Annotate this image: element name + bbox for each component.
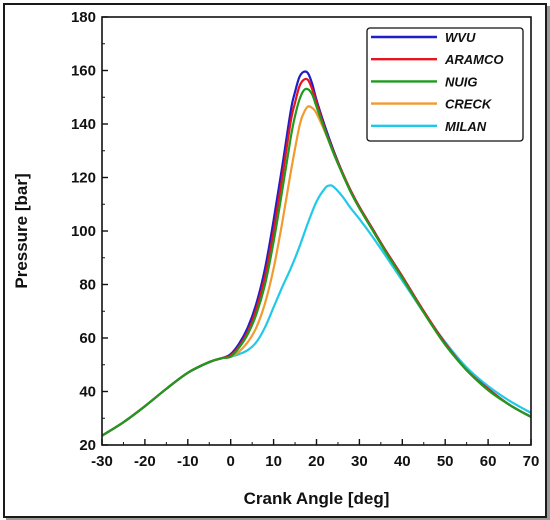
y-tick-label: 20 (79, 437, 96, 454)
y-tick-label: 60 (79, 330, 96, 347)
legend-label-nuig: NUIG (445, 74, 478, 89)
series-line-creck (101, 105, 532, 437)
y-tick-label: 40 (79, 384, 96, 401)
series-line-nuig (101, 87, 532, 437)
y-tick-label: 180 (71, 9, 96, 26)
y-tick-label: 160 (71, 63, 96, 80)
x-tick-label: 30 (351, 453, 368, 470)
series-line-milan (101, 184, 532, 437)
x-tick-label: 70 (523, 453, 540, 470)
y-tick-label: 100 (71, 223, 96, 240)
axis-ticks (101, 16, 532, 446)
legend-label-creck: CRECK (445, 97, 493, 112)
x-tick-label: 20 (308, 453, 325, 470)
x-tick-label: -10 (177, 453, 199, 470)
x-tick-label: -30 (91, 453, 113, 470)
plot-lines (101, 70, 532, 437)
legend-label-aramco: ARAMCO (444, 52, 504, 67)
x-tick-label: 0 (227, 453, 235, 470)
y-tick-label: 120 (71, 170, 96, 187)
legend-label-wvu: WVU (445, 30, 476, 45)
x-tick-label: 50 (437, 453, 454, 470)
x-tick-label: -20 (134, 453, 156, 470)
x-tick-label: 10 (265, 453, 282, 470)
tick-labels: -30 -20 -10 0 10 20 30 40 50 60 70 20 40 60 80 100 120 14… (71, 9, 539, 470)
x-tick-label: 60 (480, 453, 497, 470)
y-tick-label: 80 (79, 277, 96, 294)
y-tick-label: 140 (71, 116, 96, 133)
y-axis-title: Pressure [bar] (12, 173, 31, 288)
legend: WVU ARAMCO NUIG CRECK MILAN (366, 27, 524, 142)
x-tick-label: 40 (394, 453, 411, 470)
legend-box (366, 27, 524, 142)
x-axis-title: Crank Angle [deg] (244, 489, 390, 508)
legend-label-milan: MILAN (445, 119, 487, 134)
